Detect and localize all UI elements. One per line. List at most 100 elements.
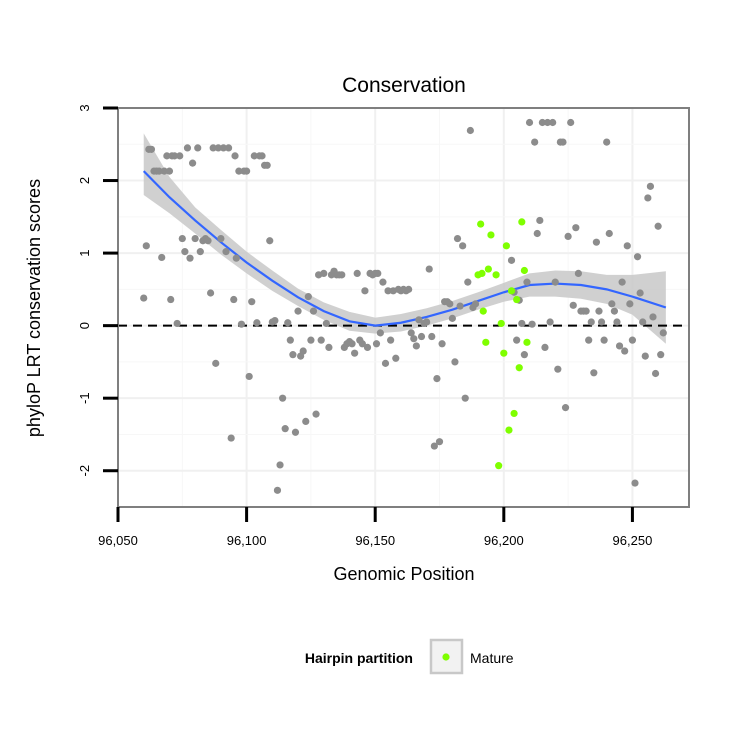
point-other-1-51 (639, 318, 647, 326)
point-other-0-46 (253, 319, 261, 327)
point-other-0-118 (435, 438, 444, 446)
point-other-0-126 (456, 302, 464, 310)
point-other-0-128 (461, 394, 469, 402)
point-other-1-44 (621, 347, 629, 355)
point-other-0-3 (147, 145, 156, 153)
x-axis-label: Genomic Position (333, 564, 474, 584)
point-other-0-85 (353, 269, 361, 278)
point-other-0-84 (351, 349, 359, 357)
point-other-0-10 (165, 167, 174, 175)
point-other-0-60 (289, 351, 297, 359)
point-mature-2-19 (523, 338, 531, 346)
confidence-ribbon-group (143, 133, 666, 344)
y-axis-label: phyloP LRT conservation scores (24, 179, 44, 437)
point-other-0-97 (381, 359, 390, 367)
point-other-0-119 (438, 340, 446, 348)
point-other-0-27 (206, 289, 215, 297)
point-other-1-56 (651, 369, 660, 378)
x-tick-label-4: 96,250 (613, 533, 653, 548)
point-other-1-15 (546, 318, 554, 326)
point-other-1-42 (615, 342, 624, 350)
point-other-0-18 (183, 144, 192, 152)
data-points (140, 118, 667, 494)
point-mature-2-8 (495, 462, 503, 470)
point-other-1-7 (525, 118, 534, 127)
point-mature-2-11 (502, 242, 510, 250)
point-other-1-36 (600, 336, 608, 344)
point-other-0-124 (451, 358, 459, 366)
point-other-0-79 (338, 271, 346, 279)
point-other-0-101 (392, 354, 400, 362)
point-other-1-2 (513, 336, 521, 344)
point-other-1-0 (507, 256, 516, 264)
point-other-0-130 (466, 126, 474, 135)
point-other-0-17 (181, 248, 189, 256)
point-other-1-57 (654, 222, 662, 230)
point-other-1-31 (587, 318, 595, 326)
point-other-0-114 (425, 265, 433, 273)
point-other-0-113 (423, 318, 431, 326)
point-other-1-12 (538, 118, 546, 127)
smooth-line (142, 170, 667, 327)
point-other-0-62 (294, 307, 302, 315)
point-other-1-25 (572, 224, 580, 232)
point-other-0-31 (217, 234, 225, 243)
point-other-0-68 (309, 307, 318, 315)
point-other-0-38 (232, 254, 240, 262)
point-other-0-83 (348, 340, 356, 348)
point-other-0-22 (194, 144, 202, 152)
point-mature-2-6 (487, 231, 495, 239)
point-other-0-8 (160, 167, 168, 175)
x-tick-label-1: 96,100 (227, 533, 267, 548)
point-other-1-34 (595, 307, 603, 315)
point-other-1-30 (585, 336, 593, 344)
point-other-1-41 (613, 318, 621, 326)
point-other-0-44 (248, 298, 256, 306)
y-tick-label-4: 2 (77, 177, 92, 184)
point-other-1-5 (520, 351, 528, 359)
point-other-0-28 (209, 144, 217, 152)
point-other-0-98 (384, 287, 392, 295)
point-other-0-20 (188, 159, 197, 167)
point-other-1-18 (554, 365, 562, 373)
point-other-0-74 (325, 343, 333, 351)
point-other-0-35 (227, 434, 235, 442)
point-other-1-26 (574, 269, 583, 278)
point-other-1-54 (646, 182, 655, 190)
point-other-1-37 (603, 138, 611, 146)
point-other-1-45 (623, 242, 631, 250)
point-other-1-14 (543, 118, 552, 127)
point-mature-2-3 (479, 307, 487, 315)
point-other-0-109 (412, 342, 420, 350)
point-other-0-61 (291, 428, 300, 436)
point-other-0-50 (263, 161, 271, 169)
point-other-1-6 (523, 278, 531, 286)
point-other-0-125 (453, 234, 462, 243)
point-other-1-17 (551, 278, 559, 286)
legend-label-mature: Mature (470, 650, 514, 666)
point-other-0-69 (312, 410, 320, 418)
point-other-1-35 (597, 318, 606, 326)
y-tick-label-1: -1 (77, 392, 92, 404)
point-other-1-58 (657, 351, 665, 359)
point-other-0-115 (428, 332, 436, 341)
point-mature-2-14 (510, 409, 518, 418)
point-other-0-32 (219, 144, 228, 152)
point-other-1-24 (569, 301, 577, 309)
point-other-0-21 (191, 234, 199, 243)
point-other-0-48 (258, 152, 266, 160)
point-other-0-93 (372, 340, 381, 348)
point-other-1-13 (541, 343, 549, 351)
point-mature-2-2 (478, 269, 486, 278)
point-mature-2-18 (520, 266, 528, 275)
point-other-0-66 (304, 293, 312, 301)
point-other-0-94 (374, 269, 382, 278)
point-other-0-73 (322, 319, 330, 328)
point-other-0-132 (471, 300, 480, 308)
point-other-0-43 (245, 372, 253, 381)
point-other-0-54 (273, 486, 282, 494)
chart-title: Conservation (342, 74, 466, 97)
point-mature-2-4 (482, 338, 490, 346)
point-other-1-11 (536, 216, 544, 225)
